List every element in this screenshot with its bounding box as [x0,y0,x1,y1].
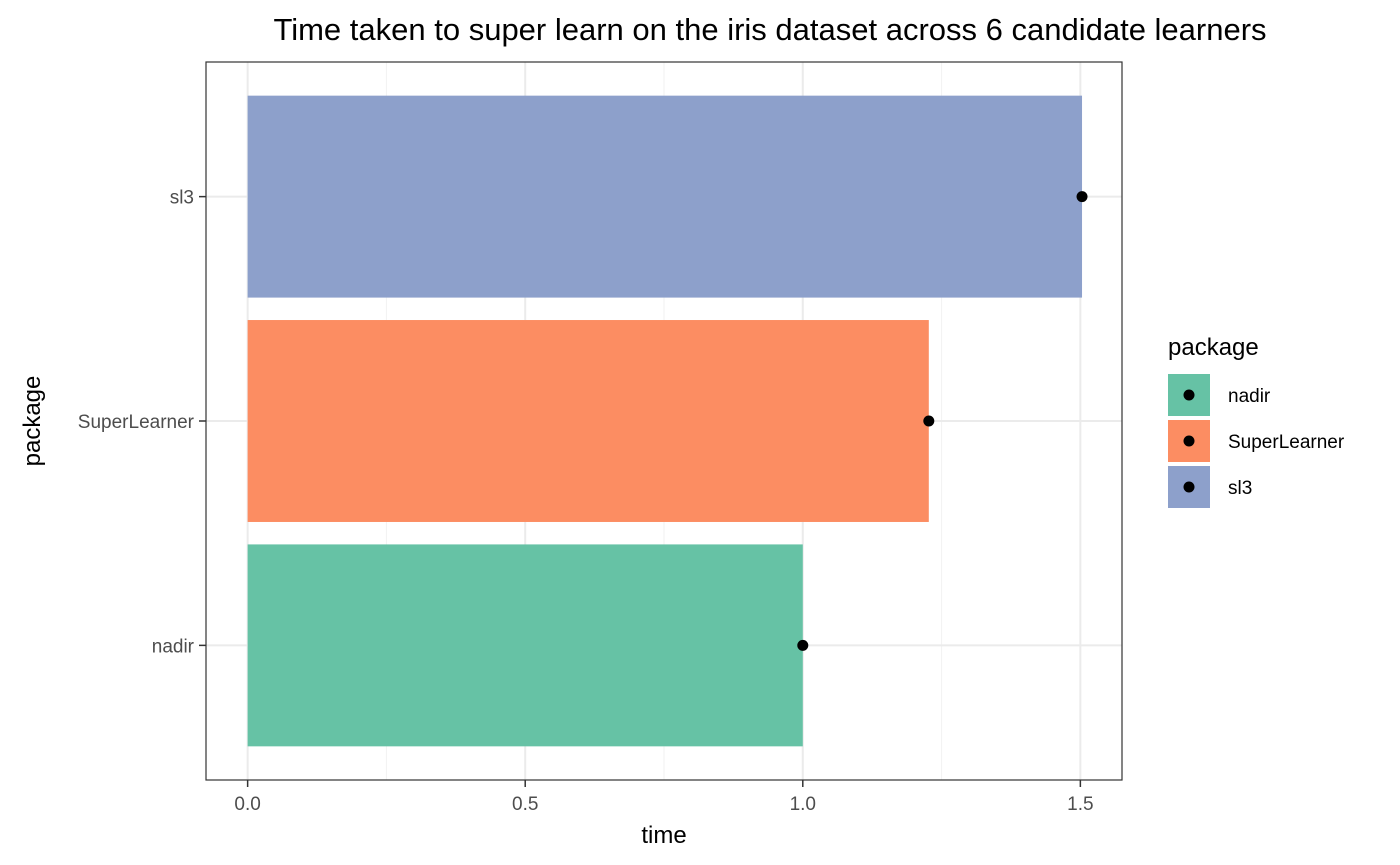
y-tick-label: sl3 [170,188,194,209]
legend: package nadir SuperLearner sl3 [1168,334,1345,508]
bar-sl3 [247,95,1083,298]
chart-title: Time taken to super learn on the iris da… [273,12,1266,47]
point-nadir [797,639,809,651]
y-axis: nadir SuperLearner sl3 [78,188,206,657]
bar-nadir [247,544,803,747]
bar-SuperLearner [247,320,929,522]
x-tick-label: 0.5 [512,794,538,815]
bars [247,95,1083,747]
legend-label: nadir [1228,386,1271,407]
point-sl3 [1076,191,1088,203]
x-axis: 0.0 0.5 1.0 1.5 [234,780,1094,815]
x-tick-label: 1.0 [790,794,816,815]
y-tick-label: nadir [152,636,195,657]
plot-area [205,61,1123,781]
points [797,191,1088,651]
legend-title: package [1168,334,1259,361]
legend-point-sl3 [1183,481,1195,493]
legend-point-nadir [1183,389,1195,401]
x-axis-title: time [641,822,686,849]
y-tick-label: SuperLearner [78,412,195,433]
y-axis-title: package [19,376,46,467]
legend-point-SuperLearner [1183,435,1195,447]
x-tick-label: 0.0 [234,794,260,815]
x-tick-label: 1.5 [1067,794,1093,815]
legend-label: sl3 [1228,478,1252,499]
legend-label: SuperLearner [1228,432,1345,453]
legend-items: nadir SuperLearner sl3 [1168,374,1345,508]
point-SuperLearner [923,415,935,427]
